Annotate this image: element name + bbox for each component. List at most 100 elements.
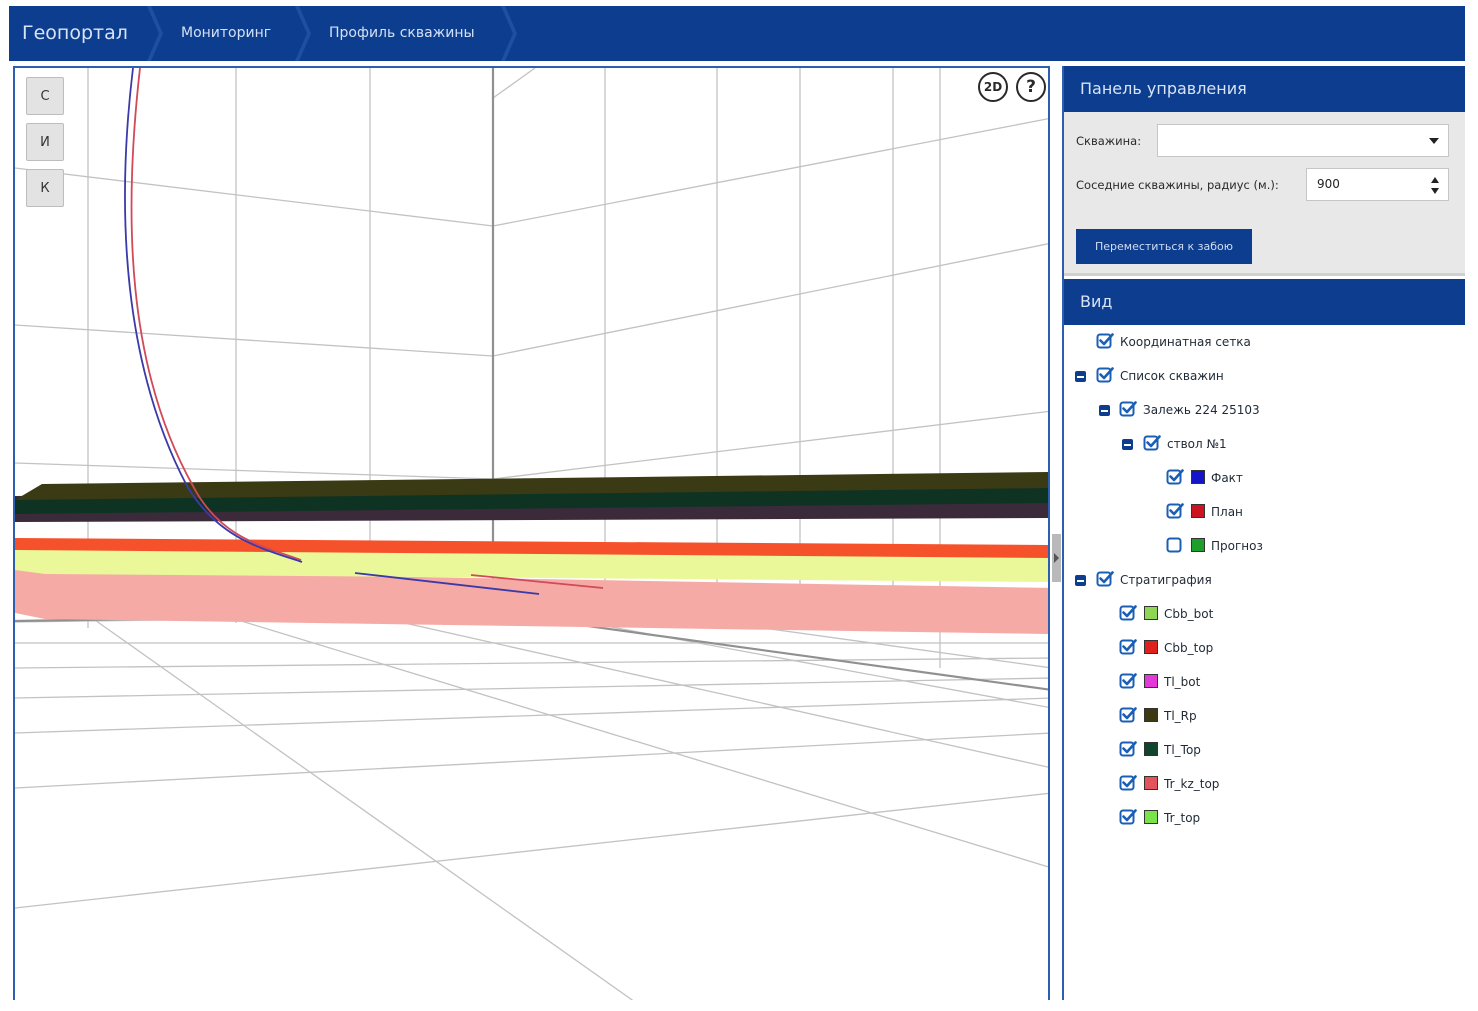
breadcrumb-separator-icon	[147, 6, 163, 61]
tree-item-tl-top: Tl_Top	[1064, 740, 1465, 760]
well-fact-tail	[354, 572, 540, 595]
view-panel-header: Вид	[1064, 279, 1465, 325]
goto-bottomhole-label: Переместиться к забою	[1094, 240, 1233, 253]
checkbox-checked-icon[interactable]	[1166, 502, 1184, 520]
stepper-up-icon[interactable]	[1431, 177, 1439, 183]
color-swatch	[1144, 606, 1158, 620]
tree-item-cbb-bot: Cbb_bot	[1064, 604, 1465, 624]
tree-item-прогноз: Прогноз	[1064, 536, 1465, 556]
collapse-icon[interactable]	[1075, 371, 1086, 382]
tree-item-залежь-224-25103: Залежь 224 25103	[1064, 400, 1465, 420]
checkbox-checked-icon[interactable]	[1119, 638, 1137, 656]
radius-value: 900	[1317, 177, 1340, 191]
tree-item-tl-rp: Tl_Rp	[1064, 706, 1465, 726]
view-top-button[interactable]: С	[26, 77, 64, 115]
stratigraphy-layers	[15, 472, 1048, 634]
breadcrumb-separator-icon	[295, 6, 311, 61]
tree-item-список-скважин: Список скважин	[1064, 366, 1465, 386]
tree-item-label: Факт	[1211, 471, 1243, 485]
color-swatch	[1144, 776, 1158, 790]
tree-item-label: Прогноз	[1211, 539, 1263, 553]
breadcrumb-geoportal-label: Геопортал	[22, 22, 128, 44]
help-icon: ?	[1026, 77, 1036, 97]
tree-item-label: План	[1211, 505, 1243, 519]
tree-item-label: Cbb_top	[1164, 641, 1214, 655]
tree-item-label: ствол №1	[1167, 437, 1227, 451]
radius-input[interactable]: 900	[1306, 168, 1449, 201]
breadcrumb-well-profile-label: Профиль скважины	[329, 25, 475, 41]
view-top-label: С	[40, 88, 50, 104]
color-swatch	[1144, 742, 1158, 756]
color-swatch	[1144, 640, 1158, 654]
tree-item-label: Tl_Rp	[1164, 709, 1197, 723]
tree-item-tr-top: Tr_top	[1064, 808, 1465, 828]
checkbox-checked-icon[interactable]	[1119, 400, 1137, 418]
color-swatch	[1191, 504, 1205, 518]
mode-2d-button[interactable]: 2D	[978, 72, 1008, 102]
checkbox-checked-icon[interactable]	[1096, 366, 1114, 384]
tree-item-ствол-1: ствол №1	[1064, 434, 1465, 454]
color-swatch	[1191, 538, 1205, 552]
view-side-button[interactable]: К	[26, 169, 64, 207]
mode-2d-label: 2D	[983, 80, 1003, 94]
layer-tr-kz-top	[15, 570, 1048, 634]
well-trajectories	[124, 68, 604, 595]
control-panel-header: Панель управления	[1064, 66, 1465, 112]
view-side-label: К	[40, 180, 50, 196]
layer-tree: Координатная сетка Список скважин Залежь 2…	[1064, 66, 1465, 1000]
breadcrumb-monitoring[interactable]: Мониторинг	[159, 6, 311, 61]
checkbox-checked-icon[interactable]	[1119, 672, 1137, 690]
scene-viewport[interactable]: С И К 2D ?	[13, 66, 1050, 1000]
checkbox-checked-icon[interactable]	[1166, 468, 1184, 486]
tree-item-label: Tl_Top	[1164, 743, 1201, 757]
3d-scene[interactable]	[15, 68, 1050, 1000]
layer-cbb-bot	[15, 548, 1048, 582]
stepper-down-icon[interactable]	[1431, 188, 1439, 194]
checkbox-checked-icon[interactable]	[1119, 604, 1137, 622]
breadcrumb-geoportal[interactable]: Геопортал	[9, 6, 163, 61]
tree-item-tl-bot: Tl_bot	[1064, 672, 1465, 692]
tree-item-label: Tr_kz_top	[1164, 777, 1220, 791]
color-swatch	[1144, 708, 1158, 722]
checkbox-checked-icon[interactable]	[1096, 332, 1114, 350]
collapse-icon[interactable]	[1122, 439, 1133, 450]
right-panel: Панель управления Скважина: Соседние скв…	[1062, 66, 1465, 1000]
panel-splitter-handle[interactable]	[1052, 534, 1061, 582]
goto-bottomhole-button[interactable]: Переместиться к забою	[1076, 229, 1252, 264]
checkbox-checked-icon[interactable]	[1119, 706, 1137, 724]
help-button[interactable]: ?	[1016, 72, 1046, 102]
well-select-label: Скважина:	[1076, 134, 1142, 148]
checkbox-unchecked-icon[interactable]	[1166, 536, 1184, 554]
breadcrumb-well-profile[interactable]: Профиль скважины	[309, 6, 519, 61]
tree-item-план: План	[1064, 502, 1465, 522]
layer-tl-rp	[15, 472, 1048, 500]
breadcrumb: Геопортал Мониторинг Профиль скважины	[9, 6, 1465, 61]
view-panel-title: Вид	[1080, 292, 1113, 311]
checkbox-checked-icon[interactable]	[1119, 740, 1137, 758]
well-select[interactable]	[1157, 124, 1449, 157]
checkbox-checked-icon[interactable]	[1143, 434, 1161, 452]
color-swatch	[1144, 674, 1158, 688]
tree-item-label: Координатная сетка	[1120, 335, 1251, 349]
tree-item-label: Залежь 224 25103	[1143, 403, 1260, 417]
collapse-icon[interactable]	[1099, 405, 1110, 416]
tree-item-координатная-сетка: Координатная сетка	[1064, 332, 1465, 352]
tree-item-стратиграфия: Стратиграфия	[1064, 570, 1465, 590]
tree-item-label: Список скважин	[1120, 369, 1224, 383]
control-panel: Скважина: Соседние скважины, радиус (м.)…	[1064, 112, 1465, 276]
tree-item-факт: Факт	[1064, 468, 1465, 488]
view-iso-button[interactable]: И	[26, 123, 64, 161]
checkbox-checked-icon[interactable]	[1119, 808, 1137, 826]
coordinate-grid	[15, 68, 1048, 1000]
tree-item-cbb-top: Cbb_top	[1064, 638, 1465, 658]
collapse-icon[interactable]	[1075, 575, 1086, 586]
tree-item-label: Tr_top	[1164, 811, 1201, 825]
color-swatch	[1191, 470, 1205, 484]
well-plan-tail	[470, 574, 604, 589]
breadcrumb-monitoring-label: Мониторинг	[181, 25, 272, 41]
layer-tl-top	[15, 488, 1048, 514]
well-plan-path	[130, 68, 302, 561]
checkbox-checked-icon[interactable]	[1119, 774, 1137, 792]
checkbox-checked-icon[interactable]	[1096, 570, 1114, 588]
tree-item-label: Tl_bot	[1164, 675, 1201, 689]
